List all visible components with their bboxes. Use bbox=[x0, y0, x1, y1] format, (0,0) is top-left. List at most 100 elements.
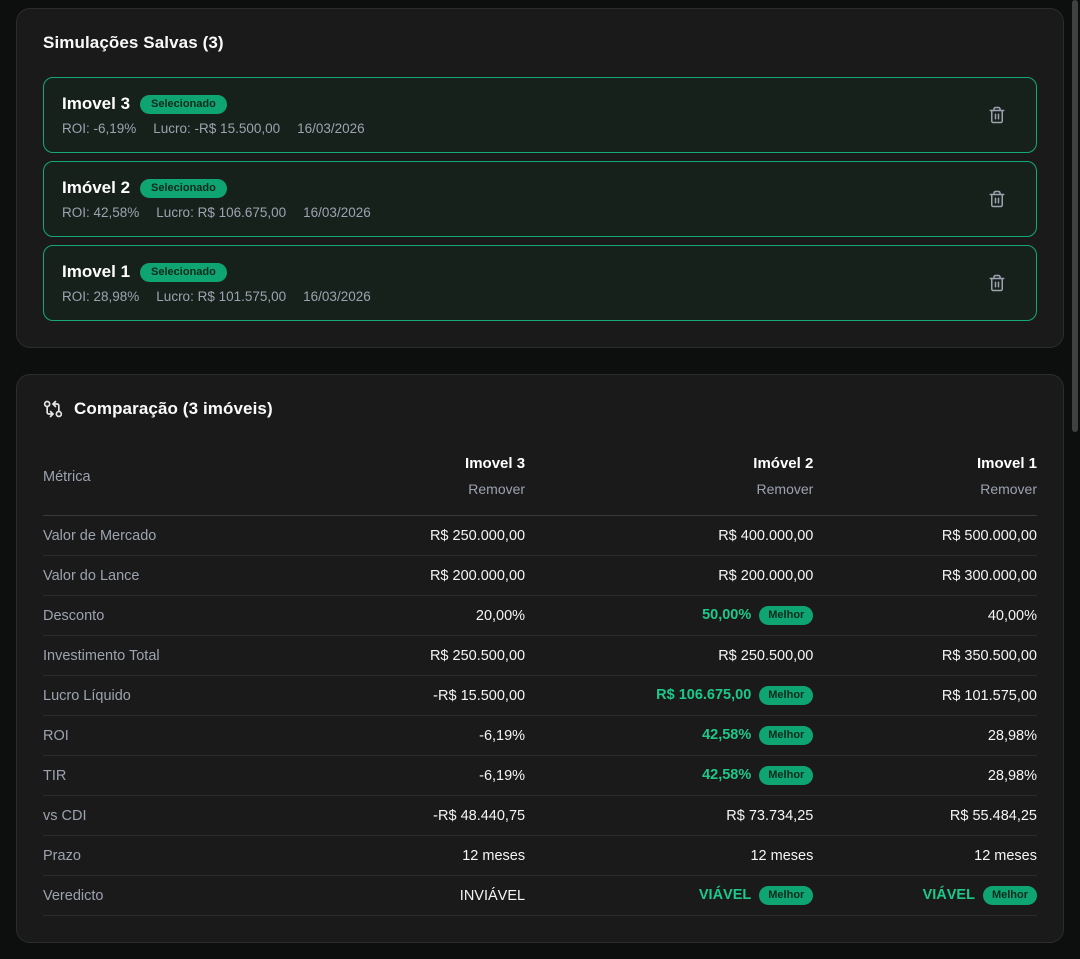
value-text: 28,98% bbox=[988, 768, 1037, 784]
metric-value: R$ 106.675,00Melhor bbox=[525, 676, 813, 716]
metric-value: R$ 300.000,00 bbox=[813, 556, 1037, 596]
simulation-card-list: Imovel 3 Selecionado ROI: -6,19% Lucro: … bbox=[43, 77, 1037, 321]
metric-value: R$ 101.575,00 bbox=[813, 676, 1037, 716]
value-text: R$ 250.500,00 bbox=[430, 648, 525, 664]
value-text: R$ 250.500,00 bbox=[718, 648, 813, 664]
saved-simulations-panel: Simulações Salvas (3) Imovel 3 Seleciona… bbox=[16, 8, 1064, 348]
metric-value: 40,00% bbox=[813, 596, 1037, 636]
metric-label: Investimento Total bbox=[43, 636, 252, 676]
simulation-date: 16/03/2026 bbox=[297, 121, 365, 136]
comparison-title: Comparação (3 imóveis) bbox=[74, 399, 273, 419]
value-text: 20,00% bbox=[476, 608, 525, 624]
git-compare-icon bbox=[43, 399, 63, 419]
value-text: R$ 200.000,00 bbox=[718, 568, 813, 584]
remove-column-button[interactable]: Remover bbox=[468, 481, 525, 497]
simulation-name: Imovel 3 bbox=[62, 94, 130, 114]
simulation-lucro: Lucro: R$ 106.675,00 bbox=[156, 205, 286, 220]
metric-label: Valor do Lance bbox=[43, 556, 252, 596]
value-text: -R$ 48.440,75 bbox=[433, 808, 525, 824]
remove-column-button[interactable]: Remover bbox=[980, 481, 1037, 497]
table-row: Prazo12 meses12 meses12 meses bbox=[43, 836, 1037, 876]
metric-value: R$ 250.500,00 bbox=[525, 636, 813, 676]
metric-value: VIÁVELMelhor bbox=[525, 876, 813, 916]
delete-simulation-button[interactable] bbox=[980, 182, 1014, 216]
property-column-header: Imóvel 2 Remover bbox=[525, 445, 813, 516]
metric-value: 42,58%Melhor bbox=[525, 756, 813, 796]
metric-label: Lucro Líquido bbox=[43, 676, 252, 716]
best-badge: Melhor bbox=[759, 606, 813, 625]
comparison-header-row: Métrica Imovel 3RemoverImóvel 2RemoverIm… bbox=[43, 445, 1037, 516]
saved-panel-title: Simulações Salvas (3) bbox=[43, 33, 1037, 53]
simulation-lucro: Lucro: -R$ 15.500,00 bbox=[153, 121, 280, 136]
metric-value: R$ 200.000,00 bbox=[252, 556, 525, 596]
value-text: 40,00% bbox=[988, 608, 1037, 624]
metric-label: Veredicto bbox=[43, 876, 252, 916]
value-text: -6,19% bbox=[479, 728, 525, 744]
value-text: R$ 73.734,25 bbox=[726, 808, 813, 824]
remove-column-button[interactable]: Remover bbox=[757, 481, 814, 497]
metric-value: R$ 400.000,00 bbox=[525, 516, 813, 556]
selected-badge: Selecionado bbox=[140, 95, 227, 114]
table-row: vs CDI-R$ 48.440,75R$ 73.734,25R$ 55.484… bbox=[43, 796, 1037, 836]
selected-badge: Selecionado bbox=[140, 179, 227, 198]
metric-value: R$ 200.000,00 bbox=[525, 556, 813, 596]
metric-label: Desconto bbox=[43, 596, 252, 636]
simulation-info: Imóvel 2 Selecionado ROI: 42,58% Lucro: … bbox=[62, 178, 371, 220]
value-text: INVIÁVEL bbox=[460, 888, 525, 904]
property-name: Imovel 1 bbox=[813, 455, 1037, 472]
scrollbar-thumb[interactable] bbox=[1072, 0, 1078, 432]
simulation-date: 16/03/2026 bbox=[303, 289, 371, 304]
trash-icon bbox=[988, 106, 1006, 124]
metric-value: R$ 73.734,25 bbox=[525, 796, 813, 836]
table-row: Lucro Líquido -R$ 15.500,00R$ 106.675,00M… bbox=[43, 676, 1037, 716]
metric-value: R$ 250.000,00 bbox=[252, 516, 525, 556]
metric-label: TIR bbox=[43, 756, 252, 796]
trash-icon bbox=[988, 190, 1006, 208]
table-row: Valor do LanceR$ 200.000,00R$ 200.000,00… bbox=[43, 556, 1037, 596]
metric-value: 28,98% bbox=[813, 756, 1037, 796]
metric-value: INVIÁVEL bbox=[252, 876, 525, 916]
table-row: Valor de MercadoR$ 250.000,00 R$ 400.000,… bbox=[43, 516, 1037, 556]
metric-label: Valor de Mercado bbox=[43, 516, 252, 556]
best-badge: Melhor bbox=[759, 726, 813, 745]
value-text: VIÁVEL bbox=[923, 887, 975, 903]
simulation-roi: ROI: 42,58% bbox=[62, 205, 139, 220]
metric-value: -R$ 48.440,75 bbox=[252, 796, 525, 836]
simulation-date: 16/03/2026 bbox=[303, 205, 371, 220]
simulation-lucro: Lucro: R$ 101.575,00 bbox=[156, 289, 286, 304]
value-text: R$ 101.575,00 bbox=[942, 688, 1037, 704]
metric-value: 12 meses bbox=[525, 836, 813, 876]
selected-badge: Selecionado bbox=[140, 263, 227, 282]
simulation-card[interactable]: Imovel 1 Selecionado ROI: 28,98% Lucro: … bbox=[43, 245, 1037, 321]
comparison-table: Métrica Imovel 3RemoverImóvel 2RemoverIm… bbox=[43, 445, 1037, 916]
simulation-card[interactable]: Imóvel 2 Selecionado ROI: 42,58% Lucro: … bbox=[43, 161, 1037, 237]
value-text: -6,19% bbox=[479, 768, 525, 784]
metric-label: Prazo bbox=[43, 836, 252, 876]
metric-value: 20,00% bbox=[252, 596, 525, 636]
metric-value: -6,19% bbox=[252, 716, 525, 756]
delete-simulation-button[interactable] bbox=[980, 98, 1014, 132]
simulation-card[interactable]: Imovel 3 Selecionado ROI: -6,19% Lucro: … bbox=[43, 77, 1037, 153]
metric-value: 12 meses bbox=[813, 836, 1037, 876]
metric-value: -R$ 15.500,00 bbox=[252, 676, 525, 716]
table-row: TIR -6,19%42,58%Melhor 28,98% bbox=[43, 756, 1037, 796]
property-name: Imóvel 2 bbox=[525, 455, 813, 472]
metric-column-header: Métrica bbox=[43, 445, 252, 516]
delete-simulation-button[interactable] bbox=[980, 266, 1014, 300]
value-text: R$ 400.000,00 bbox=[718, 528, 813, 544]
value-text: 50,00% bbox=[702, 607, 751, 623]
metric-value: R$ 500.000,00 bbox=[813, 516, 1037, 556]
value-text: 42,58% bbox=[702, 727, 751, 743]
metric-value: VIÁVELMelhor bbox=[813, 876, 1037, 916]
metric-value: 12 meses bbox=[252, 836, 525, 876]
value-text: 12 meses bbox=[750, 848, 813, 864]
value-text: R$ 350.500,00 bbox=[942, 648, 1037, 664]
value-text: -R$ 15.500,00 bbox=[433, 688, 525, 704]
value-text: 12 meses bbox=[974, 848, 1037, 864]
simulation-name: Imóvel 2 bbox=[62, 178, 130, 198]
metric-label: vs CDI bbox=[43, 796, 252, 836]
simulation-roi: ROI: 28,98% bbox=[62, 289, 139, 304]
metric-value: -6,19% bbox=[252, 756, 525, 796]
value-text: R$ 106.675,00 bbox=[656, 687, 751, 703]
table-row: Investimento Total R$ 250.500,00 R$ 250.50… bbox=[43, 636, 1037, 676]
